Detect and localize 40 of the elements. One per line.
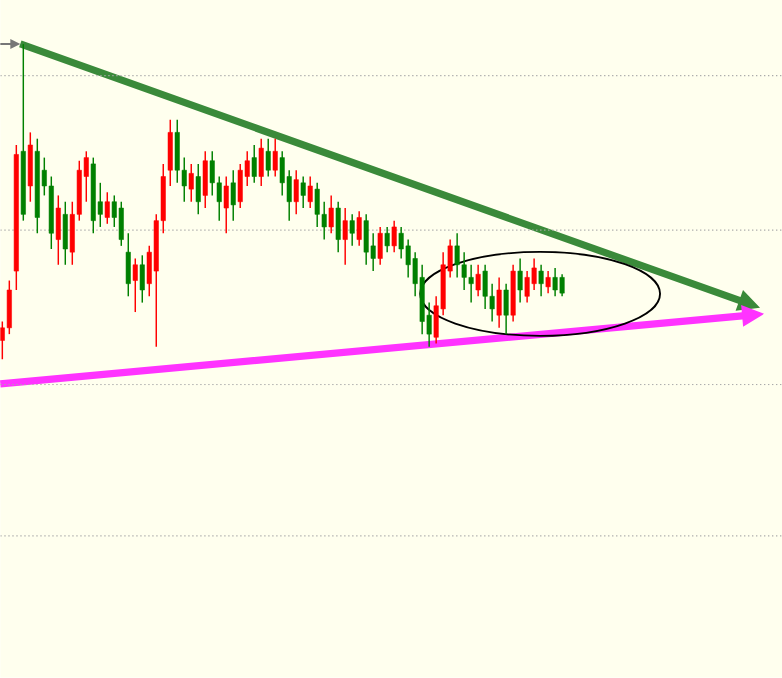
candlestick <box>62 201 68 266</box>
candlestick <box>335 201 341 254</box>
candlestick <box>132 257 138 313</box>
candlestick <box>510 264 516 323</box>
candlestick <box>251 144 257 184</box>
candlestick <box>538 264 544 298</box>
candlestick <box>356 210 362 247</box>
candlestick <box>503 283 509 335</box>
candlestick <box>223 175 229 235</box>
candlestick <box>307 175 313 209</box>
candlestick <box>328 194 334 235</box>
candlestick <box>342 207 348 266</box>
candlestick <box>265 138 271 178</box>
candlestick <box>258 138 264 187</box>
candlestick <box>118 201 124 247</box>
candlestick <box>517 257 523 304</box>
candlestick <box>300 175 306 209</box>
candlestick <box>293 169 299 216</box>
candlestick <box>209 150 215 197</box>
candlestick <box>377 226 383 266</box>
candlestick <box>139 254 145 304</box>
candlestick <box>195 163 201 216</box>
candlestick <box>475 264 481 298</box>
candlestick <box>545 270 551 295</box>
candlestick <box>559 273 565 298</box>
candlestick <box>363 213 369 266</box>
candlestick <box>174 119 180 184</box>
candlestick <box>272 138 278 178</box>
candlestick <box>349 213 355 247</box>
candlestick <box>104 191 110 225</box>
candlestick <box>55 194 61 266</box>
candlestick <box>391 220 397 254</box>
candlestick <box>552 267 558 298</box>
candlestick <box>230 169 236 222</box>
candlestick <box>384 226 390 254</box>
candlestick <box>188 163 194 203</box>
candlestick <box>202 150 208 209</box>
candlestick <box>27 131 33 203</box>
candlestick <box>496 276 502 329</box>
candlestick <box>125 232 131 298</box>
